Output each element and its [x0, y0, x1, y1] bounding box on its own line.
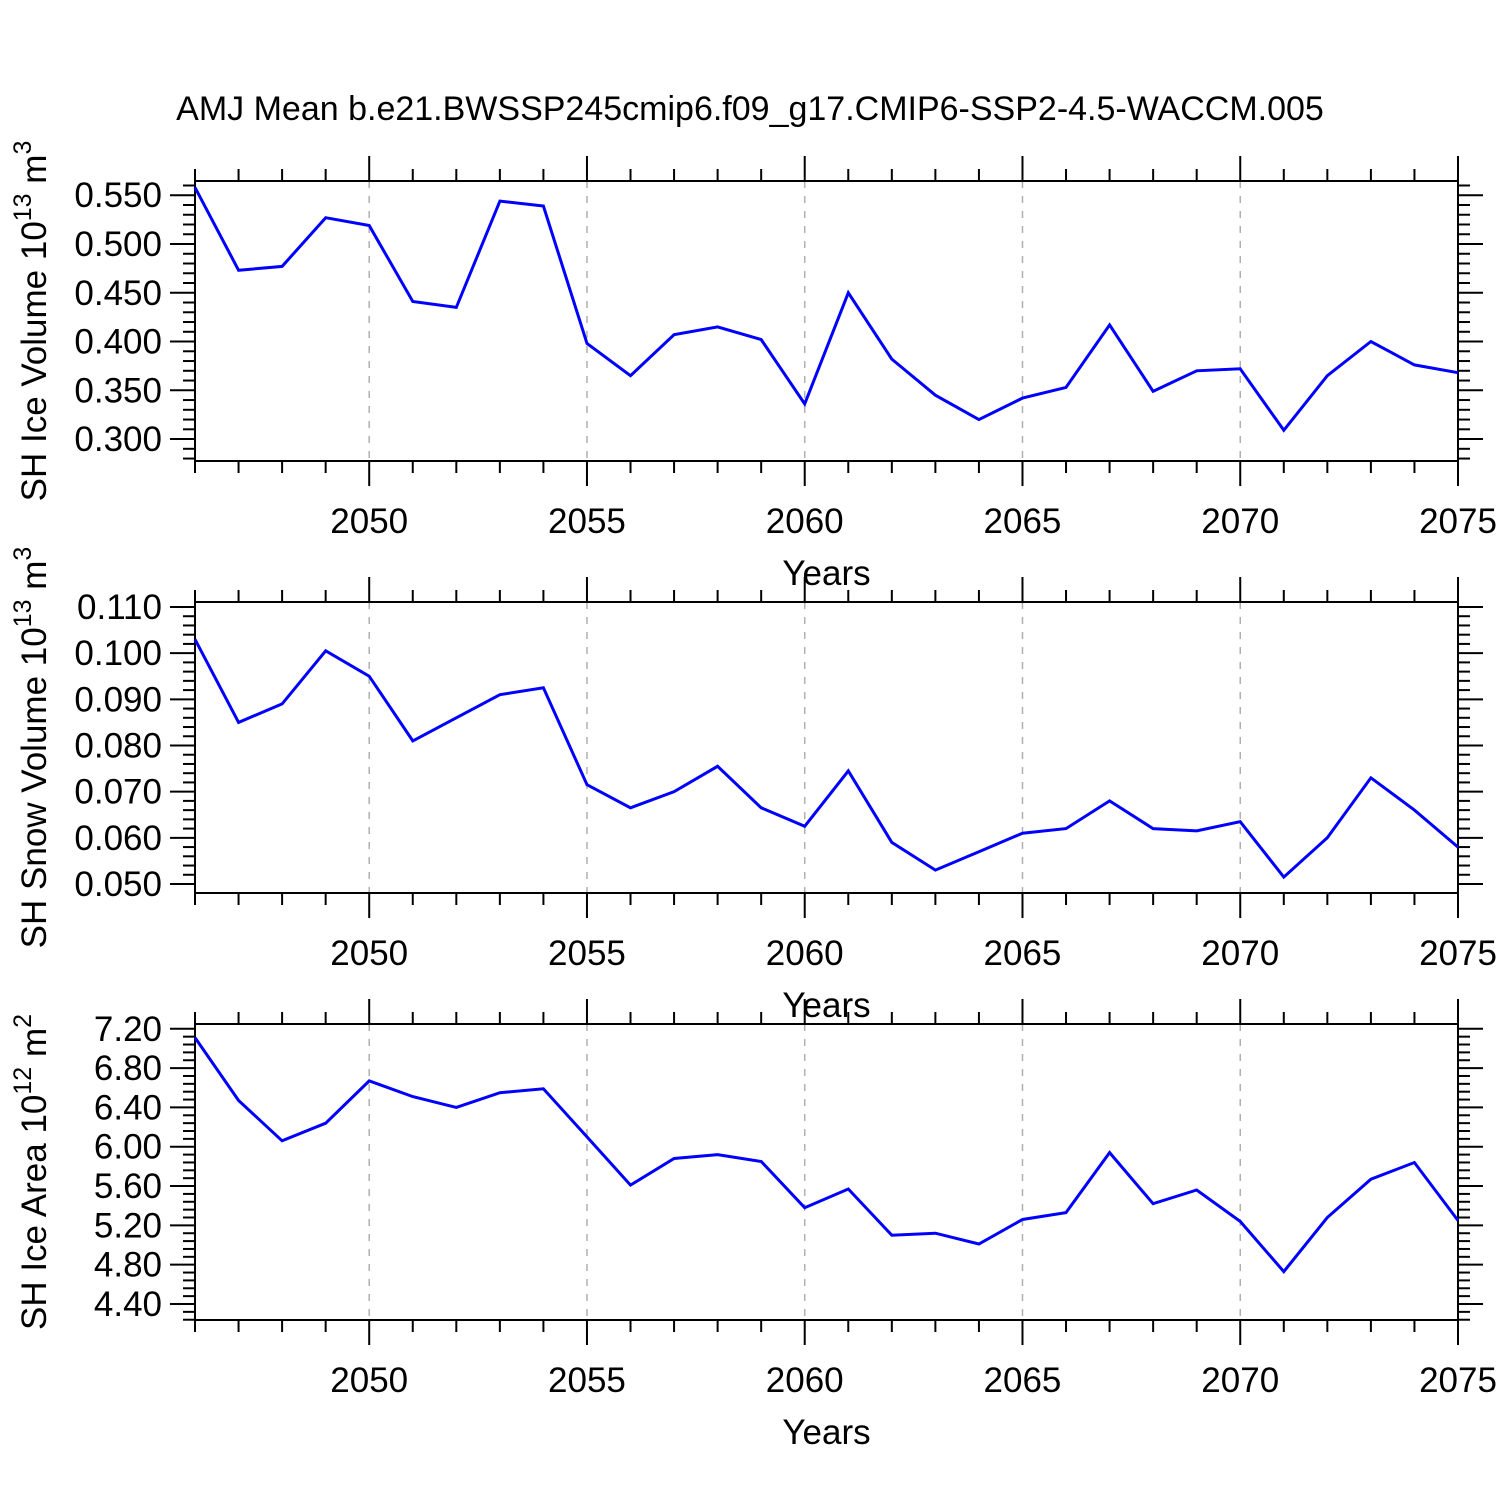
x-tick-label: 2055 [548, 934, 626, 973]
x-tick-label: 2055 [548, 1361, 626, 1400]
x-tick-label: 2055 [548, 502, 626, 541]
x-tick-label: 2060 [766, 1361, 844, 1400]
x-tick-label: 2075 [1419, 1361, 1497, 1400]
subplot-3: 2050 2055 2060 2065 2070 2075 7.206.806.406.00… [9, 999, 1497, 1452]
x-tick-label: 2070 [1201, 934, 1279, 973]
y-tick-label: 4.40 [94, 1285, 162, 1324]
y-tick-label: 0.500 [74, 225, 162, 264]
y-tick-label: 0.450 [74, 274, 162, 313]
x-tick-label: 2065 [984, 1361, 1062, 1400]
y-axis-label: SH Ice Volume 1013 m3 [9, 141, 54, 502]
subplot-2: 2050 2055 2060 2065 2070 2075 0.110 0.100 0.090 0… [9, 547, 1497, 1025]
y-tick-label: 4.80 [94, 1246, 162, 1285]
y-tick-label: 0.080 [74, 726, 162, 765]
x-tick-label: 2070 [1201, 1361, 1279, 1400]
plot-frame [194, 601, 1459, 894]
x-tick-label: 2075 [1419, 502, 1497, 541]
y-tick-label: 6.80 [94, 1049, 162, 1088]
y-tick-label: 5.60 [94, 1167, 162, 1206]
y-tick-label: 0.550 [74, 176, 162, 215]
plot-frame [194, 180, 1459, 462]
subplot-1: 2050 2055 2060 2065 2070 2075 0.550 0.500 0.450 0… [9, 141, 1497, 593]
y-tick-label: 0.070 [74, 773, 162, 812]
x-tick-label: 2050 [330, 502, 408, 541]
series-line [193, 638, 1459, 880]
x-axis-label: Years [782, 1413, 870, 1452]
y-tick-label: 7.20 [94, 1010, 162, 1049]
y-tick-label: 0.400 [74, 323, 162, 362]
x-tick-label: 2060 [766, 502, 844, 541]
y-axis-label: SH Snow Volume 1013 m3 [9, 547, 54, 949]
y-tick-label: 0.350 [74, 371, 162, 410]
y-tick-label: 6.00 [94, 1128, 162, 1167]
series-line [193, 1036, 1460, 1274]
y-tick-label: 5.20 [94, 1206, 162, 1245]
x-tick-label: 2065 [984, 502, 1062, 541]
plot-frame [194, 1023, 1459, 1321]
y-tick-label: 6.40 [94, 1088, 162, 1127]
y-tick-label: 0.090 [74, 680, 162, 719]
y-tick-label: 0.110 [77, 588, 162, 627]
series-line [193, 186, 1459, 433]
x-tick-label: 2050 [330, 934, 408, 973]
x-axis-label: Years [782, 554, 870, 593]
x-tick-label: 2060 [766, 934, 844, 973]
x-tick-label: 2075 [1419, 934, 1497, 973]
y-tick-label: 0.300 [74, 420, 162, 459]
x-tick-label: 2050 [330, 1361, 408, 1400]
y-tick-label: 0.050 [74, 865, 162, 904]
figure-title: AMJ Mean b.e21.BWSSP245cmip6.f09_g17.CMI… [176, 90, 1324, 128]
x-axis-label: Years [782, 986, 870, 1025]
y-tick-label: 0.100 [74, 634, 162, 673]
x-tick-label: 2070 [1201, 502, 1279, 541]
y-tick-label: 0.060 [74, 819, 162, 858]
y-axis-label: SH Ice Area 1012 m2 [9, 1014, 54, 1330]
x-tick-label: 2065 [984, 934, 1062, 973]
